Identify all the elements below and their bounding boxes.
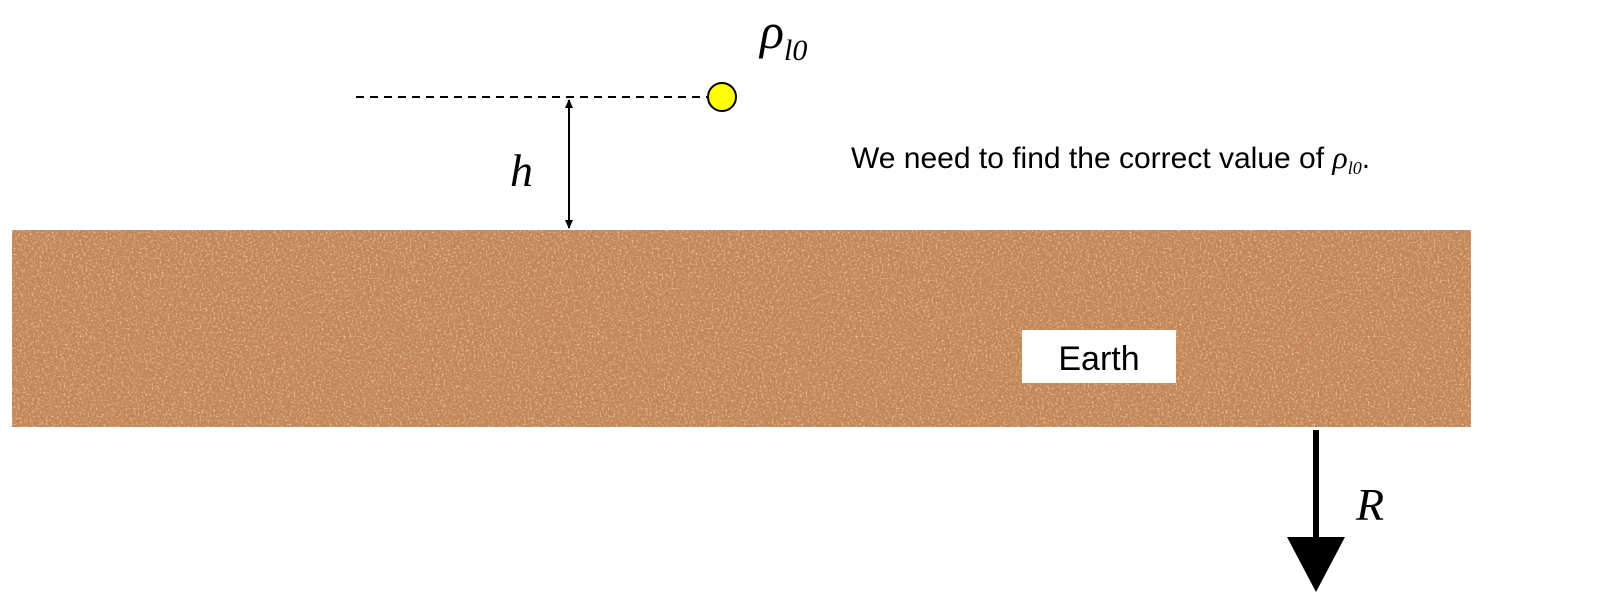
page: {"point_label": {"symbol": "ρ", "subscri… [0,0,1604,604]
earth [12,230,1471,427]
note: We need to find the correct value of ρl0… [851,139,1370,178]
note-end: . [1362,142,1370,175]
radius-label: R [1355,479,1384,530]
point-label: ρl0 [758,3,807,67]
radius-arrow-head [1287,537,1345,592]
point-subscript: l0 [784,34,807,67]
particle [708,83,736,111]
note-text: We need to find the correct value of [851,142,1332,175]
note-subscript: l0 [1348,158,1362,178]
diagram: ρl0 h We need to find the correct value … [0,0,1604,604]
earth-label: Earth [1058,340,1139,378]
height-label: h [510,145,533,196]
note-symbol: ρ [1331,139,1347,175]
point-symbol: ρ [758,3,784,59]
